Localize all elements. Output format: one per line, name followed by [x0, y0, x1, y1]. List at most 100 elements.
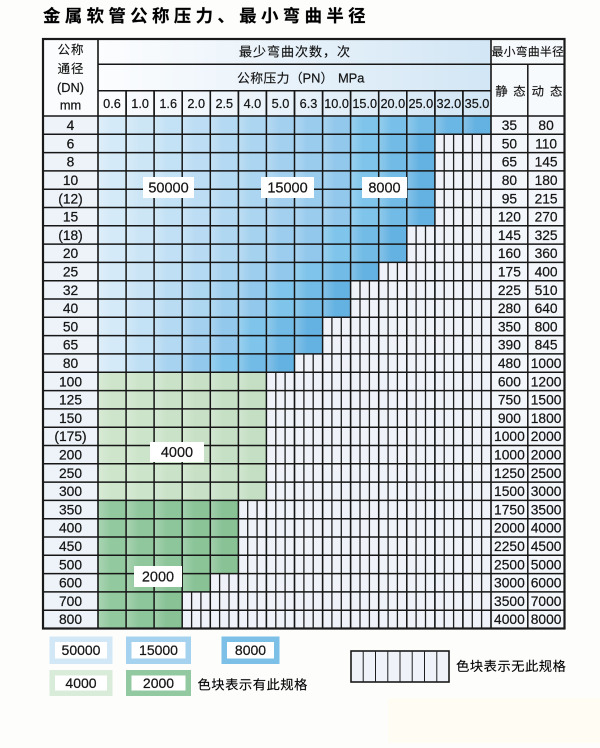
svg-text:1500: 1500: [494, 484, 525, 499]
svg-text:35.0: 35.0: [465, 97, 490, 111]
svg-text:480: 480: [498, 356, 521, 371]
svg-text:145: 145: [498, 228, 521, 243]
svg-text:2.0: 2.0: [187, 97, 205, 111]
svg-text:400: 400: [535, 265, 558, 280]
svg-text:900: 900: [498, 411, 521, 426]
svg-text:25.0: 25.0: [408, 97, 433, 111]
svg-text:400: 400: [59, 521, 82, 536]
svg-text:390: 390: [498, 338, 521, 353]
svg-text:160: 160: [498, 246, 521, 261]
svg-text:450: 450: [59, 539, 82, 554]
svg-text:200: 200: [59, 448, 82, 463]
svg-text:15000: 15000: [139, 642, 178, 658]
svg-text:1000: 1000: [531, 356, 562, 371]
svg-text:2000: 2000: [142, 570, 174, 586]
svg-text:80: 80: [63, 356, 79, 371]
svg-text:120: 120: [498, 210, 521, 225]
svg-text:10.0: 10.0: [324, 97, 349, 111]
svg-text:15000: 15000: [267, 181, 307, 197]
svg-text:750: 750: [498, 393, 521, 408]
svg-text:65: 65: [502, 155, 518, 170]
svg-text:845: 845: [535, 338, 558, 353]
svg-text:8000: 8000: [531, 612, 562, 627]
svg-text:3500: 3500: [494, 594, 525, 609]
svg-text:MPa: MPa: [338, 71, 365, 86]
svg-text:2000: 2000: [143, 675, 174, 691]
svg-text:2000: 2000: [531, 429, 562, 444]
svg-text:4000: 4000: [531, 521, 562, 536]
svg-text:2000: 2000: [531, 448, 562, 463]
svg-text:7000: 7000: [531, 594, 562, 609]
svg-text:4.0: 4.0: [244, 97, 262, 111]
svg-text:1000: 1000: [494, 429, 525, 444]
svg-text:50000: 50000: [148, 181, 188, 197]
svg-text:350: 350: [498, 319, 521, 334]
svg-text:(18): (18): [58, 228, 83, 243]
svg-text:0.6: 0.6: [103, 97, 121, 111]
svg-text:50: 50: [63, 319, 79, 334]
svg-text:15: 15: [63, 210, 79, 225]
svg-text:180: 180: [535, 173, 558, 188]
svg-text:50000: 50000: [62, 642, 101, 658]
svg-text:110: 110: [535, 136, 557, 151]
svg-text:700: 700: [59, 594, 82, 609]
svg-text:500: 500: [59, 557, 82, 572]
svg-text:65: 65: [63, 338, 79, 353]
svg-text:32.0: 32.0: [437, 97, 462, 111]
svg-text:PN: PN: [303, 71, 321, 86]
svg-text:4000: 4000: [161, 445, 193, 461]
svg-text:4000: 4000: [494, 612, 525, 627]
svg-text:2500: 2500: [494, 557, 525, 572]
svg-text:100: 100: [59, 374, 82, 389]
svg-text:2000: 2000: [494, 521, 525, 536]
svg-text:2.5: 2.5: [215, 97, 233, 111]
svg-text:8000: 8000: [235, 642, 266, 658]
svg-text:(DN): (DN): [57, 80, 84, 95]
svg-text:175: 175: [498, 265, 521, 280]
svg-text:40: 40: [63, 301, 79, 316]
svg-text:350: 350: [59, 502, 82, 517]
svg-text:6: 6: [67, 136, 75, 151]
svg-text:25: 25: [63, 265, 79, 280]
svg-text:1.6: 1.6: [159, 97, 177, 111]
svg-text:1.0: 1.0: [131, 97, 149, 111]
svg-text:145: 145: [535, 155, 558, 170]
svg-text:150: 150: [59, 411, 82, 426]
svg-text:215: 215: [535, 191, 558, 206]
svg-text:20: 20: [63, 246, 79, 261]
svg-text:80: 80: [538, 118, 554, 133]
svg-text:(175): (175): [54, 429, 86, 444]
svg-text:35: 35: [502, 118, 518, 133]
svg-text:6000: 6000: [531, 576, 562, 591]
svg-text:4: 4: [67, 118, 75, 133]
svg-text:1750: 1750: [494, 502, 525, 517]
svg-text:6.3: 6.3: [300, 97, 318, 111]
svg-text:80: 80: [502, 173, 518, 188]
svg-text:510: 510: [535, 283, 558, 298]
svg-text:5.0: 5.0: [272, 97, 290, 111]
svg-text:50: 50: [502, 136, 518, 151]
svg-text:15.0: 15.0: [352, 97, 377, 111]
svg-text:1250: 1250: [494, 466, 525, 481]
svg-text:3500: 3500: [531, 502, 562, 517]
svg-text:2500: 2500: [531, 466, 562, 481]
svg-text:8: 8: [67, 155, 75, 170]
svg-text:225: 225: [498, 283, 521, 298]
svg-text:2250: 2250: [494, 539, 525, 554]
svg-text:640: 640: [535, 301, 558, 316]
svg-text:360: 360: [535, 246, 558, 261]
svg-text:1800: 1800: [531, 411, 562, 426]
svg-text:32: 32: [63, 283, 78, 298]
svg-text:4000: 4000: [65, 675, 96, 691]
svg-text:(12): (12): [58, 191, 83, 206]
svg-text:270: 270: [535, 210, 558, 225]
svg-text:300: 300: [59, 484, 82, 499]
svg-text:95: 95: [502, 191, 518, 206]
svg-text:1200: 1200: [531, 374, 562, 389]
svg-text:280: 280: [498, 301, 521, 316]
svg-text:325: 325: [535, 228, 558, 243]
svg-text:20.0: 20.0: [380, 97, 405, 111]
svg-text:4500: 4500: [531, 539, 562, 554]
svg-text:3000: 3000: [494, 576, 525, 591]
svg-text:10: 10: [63, 173, 79, 188]
